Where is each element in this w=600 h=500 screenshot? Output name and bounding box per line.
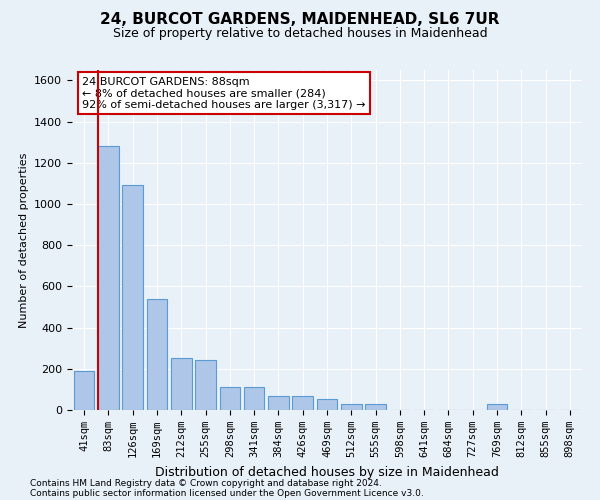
Bar: [146, 298, 167, 410]
Bar: [195, 360, 216, 410]
Text: Contains HM Land Registry data © Crown copyright and database right 2024.: Contains HM Land Registry data © Crown c…: [30, 478, 382, 488]
Y-axis label: Number of detached properties: Number of detached properties: [19, 152, 29, 328]
Bar: [292, 396, 313, 410]
Bar: [244, 388, 265, 410]
Bar: [171, 358, 191, 410]
Bar: [98, 146, 119, 410]
Bar: [341, 404, 362, 410]
Text: 24 BURCOT GARDENS: 88sqm
← 8% of detached houses are smaller (284)
92% of semi-d: 24 BURCOT GARDENS: 88sqm ← 8% of detache…: [82, 77, 366, 110]
Bar: [487, 404, 508, 410]
Text: 24, BURCOT GARDENS, MAIDENHEAD, SL6 7UR: 24, BURCOT GARDENS, MAIDENHEAD, SL6 7UR: [100, 12, 500, 28]
Text: Contains public sector information licensed under the Open Government Licence v3: Contains public sector information licen…: [30, 488, 424, 498]
Bar: [74, 371, 94, 410]
Bar: [220, 388, 240, 410]
X-axis label: Distribution of detached houses by size in Maidenhead: Distribution of detached houses by size …: [155, 466, 499, 478]
Bar: [268, 396, 289, 410]
Bar: [122, 186, 143, 410]
Text: Size of property relative to detached houses in Maidenhead: Size of property relative to detached ho…: [113, 28, 487, 40]
Bar: [317, 398, 337, 410]
Bar: [365, 404, 386, 410]
